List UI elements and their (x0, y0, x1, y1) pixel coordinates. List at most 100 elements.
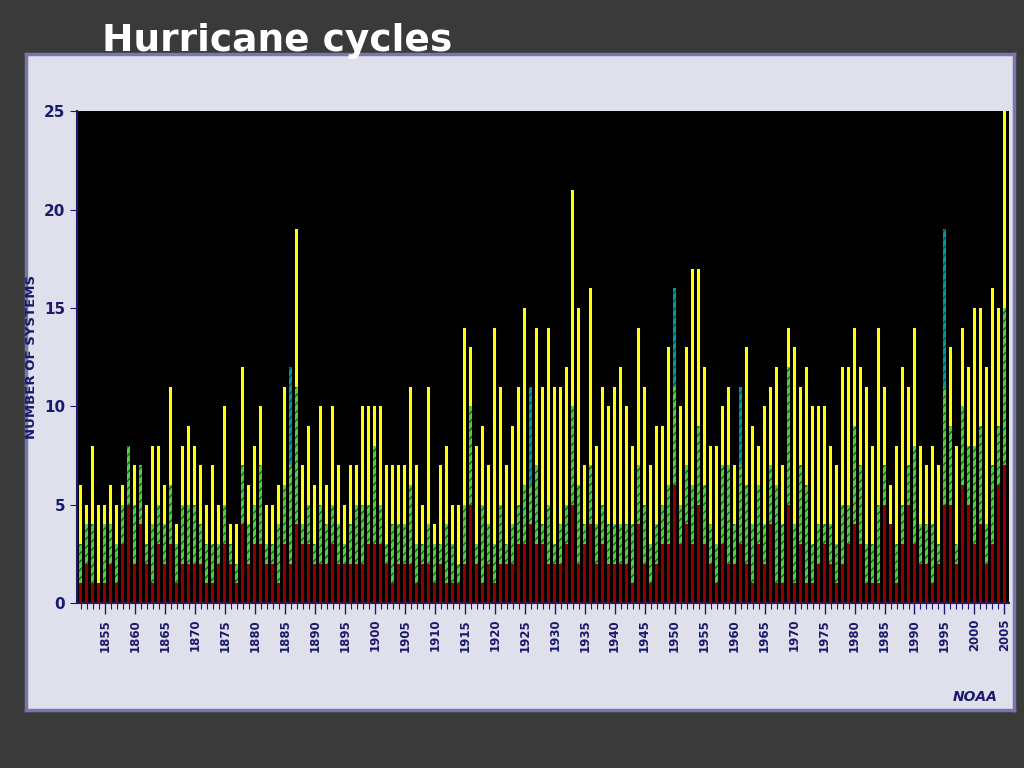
Bar (721, 406, 724, 465)
Bar (91, 525, 94, 583)
Bar (301, 544, 304, 603)
Bar (685, 525, 688, 603)
Bar (187, 564, 190, 603)
Bar (841, 564, 844, 603)
Bar (349, 465, 352, 525)
Bar (662, 505, 665, 544)
Bar (949, 426, 952, 505)
Bar (799, 465, 802, 544)
Bar (655, 564, 658, 603)
Bar (290, 367, 293, 465)
Bar (751, 426, 754, 525)
Bar (787, 328, 791, 367)
Bar (811, 583, 814, 603)
Bar (403, 564, 407, 603)
Bar (248, 525, 251, 564)
Bar (613, 564, 616, 603)
Bar (290, 465, 293, 564)
Bar (85, 564, 88, 603)
Bar (589, 525, 592, 603)
Bar (901, 367, 904, 505)
Bar (703, 367, 707, 485)
Bar (122, 505, 125, 544)
Bar (913, 328, 916, 445)
Bar (326, 485, 329, 525)
Bar (613, 386, 616, 525)
Bar (301, 465, 304, 525)
Bar (319, 564, 323, 603)
Bar (1002, 465, 1006, 603)
Bar (368, 505, 371, 544)
Bar (578, 485, 581, 564)
Bar (985, 367, 988, 525)
Bar (223, 505, 226, 544)
Bar (931, 583, 934, 603)
Bar (295, 230, 298, 386)
Bar (547, 328, 550, 505)
Bar (565, 544, 568, 603)
Bar (907, 386, 910, 465)
Bar (259, 406, 262, 465)
Bar (278, 525, 281, 583)
Bar (175, 544, 178, 583)
Bar (668, 347, 670, 485)
Bar (889, 485, 892, 525)
Bar (578, 308, 581, 485)
Bar (452, 544, 455, 583)
Bar (253, 544, 256, 603)
Bar (517, 544, 520, 603)
Bar (805, 485, 808, 583)
Bar (343, 564, 346, 603)
Bar (139, 465, 142, 525)
Bar (829, 445, 833, 525)
Bar (271, 505, 274, 544)
Text: Hurricane cycles: Hurricane cycles (102, 24, 453, 59)
Bar (559, 525, 562, 564)
Bar (907, 465, 910, 505)
Bar (937, 564, 940, 603)
Bar (313, 485, 316, 544)
Bar (284, 386, 287, 485)
Bar (379, 544, 382, 603)
Bar (355, 505, 358, 564)
Bar (739, 386, 742, 465)
Bar (955, 544, 958, 564)
Bar (967, 505, 970, 603)
Bar (739, 544, 742, 603)
Bar (427, 386, 430, 525)
Bar (817, 564, 820, 603)
Bar (236, 583, 239, 603)
Bar (721, 544, 724, 603)
Bar (181, 505, 184, 564)
Bar (943, 230, 946, 386)
Bar (691, 544, 694, 603)
Bar (997, 308, 1000, 426)
Bar (913, 544, 916, 603)
Bar (865, 386, 868, 544)
Bar (877, 328, 880, 505)
Bar (416, 583, 418, 603)
Bar (80, 485, 83, 544)
Bar (979, 308, 982, 426)
Bar (655, 525, 658, 564)
Bar (703, 544, 707, 603)
Bar (200, 465, 203, 525)
Bar (433, 544, 436, 583)
Bar (571, 406, 574, 505)
Bar (895, 544, 898, 583)
Bar (571, 505, 574, 603)
Bar (80, 583, 83, 603)
Bar (481, 426, 484, 505)
Bar (679, 406, 682, 505)
Bar (122, 485, 125, 505)
Bar (206, 544, 209, 583)
Bar (127, 505, 130, 603)
Bar (385, 544, 388, 564)
Bar (925, 564, 928, 603)
Bar (595, 525, 598, 564)
Bar (158, 505, 161, 544)
Bar (710, 445, 712, 525)
Bar (313, 544, 316, 564)
Bar (164, 485, 167, 525)
Bar (668, 485, 670, 544)
